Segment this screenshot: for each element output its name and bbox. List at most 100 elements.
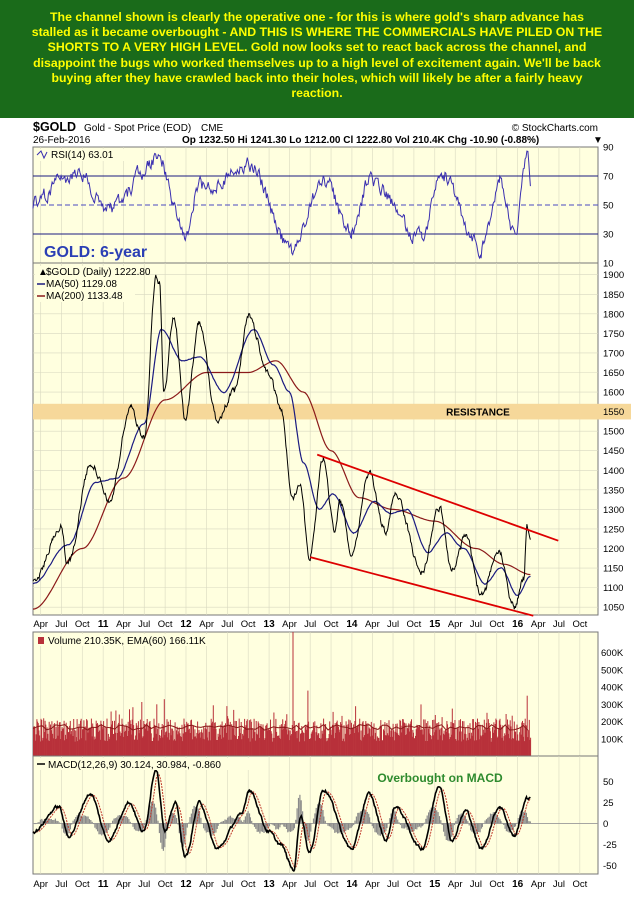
- macd-histogram-bar: [197, 808, 199, 824]
- volume-bar: [293, 720, 295, 756]
- volume-bar: [182, 741, 184, 756]
- macd-histogram-bar: [252, 823, 254, 825]
- volume-bar: [130, 724, 132, 756]
- volume-bar: [314, 721, 316, 756]
- volume-bar: [329, 726, 331, 756]
- volume-bar: [379, 725, 381, 756]
- macd-histogram-bar: [292, 823, 294, 831]
- price-legend-bg: [35, 266, 135, 302]
- volume-bar: [338, 732, 340, 756]
- macd-histogram-bar: [164, 823, 166, 848]
- volume-bar: [343, 725, 345, 756]
- x-tick-Jul: Jul: [221, 879, 233, 890]
- rsi-tick-10: 10: [603, 259, 614, 270]
- x-tick-Oct: Oct: [241, 619, 256, 630]
- macd-histogram-bar: [300, 800, 302, 824]
- macd-histogram-bar: [306, 823, 308, 839]
- macd-histogram-bar: [225, 819, 227, 824]
- volume-bar: [453, 723, 455, 756]
- volume-bar: [95, 720, 97, 756]
- x-tick-Oct: Oct: [75, 619, 90, 630]
- macd-histogram-bar: [512, 823, 514, 831]
- x-tick-12: 12: [180, 619, 192, 630]
- macd-histogram-bar: [517, 818, 519, 824]
- volume-bar: [167, 737, 169, 756]
- volume-bar: [360, 730, 362, 756]
- volume-bar: [316, 725, 318, 756]
- volume-bar: [118, 722, 120, 756]
- macd-histogram-bar: [322, 810, 324, 824]
- volume-bar: [225, 732, 227, 756]
- volume-bar: [223, 737, 224, 756]
- volume-bar: [394, 731, 396, 756]
- volume-bar: [204, 728, 206, 756]
- macd-histogram-bar: [49, 819, 51, 824]
- volume-bar: [293, 729, 295, 756]
- volume-bar: [136, 725, 138, 756]
- volume-bar: [98, 724, 100, 756]
- volume-bar: [439, 728, 441, 756]
- volume-bar: [134, 739, 136, 756]
- volume-bar: [254, 732, 256, 756]
- volume-bar: [500, 727, 502, 756]
- volume-bar: [346, 729, 348, 756]
- rsi-panel: 90 70 50 30 10 RSI(14) 63.01: [32, 143, 614, 270]
- volume-bar: [58, 722, 60, 756]
- price-tick-1150: 1150: [603, 564, 623, 575]
- macd-histogram-bar: [476, 823, 478, 834]
- volume-bar: [412, 729, 414, 756]
- volume-bar: [311, 731, 313, 756]
- x-tick-14: 14: [346, 879, 358, 890]
- volume-bar: [99, 730, 101, 756]
- volume-bar: [47, 733, 49, 756]
- price-tick-1600: 1600: [603, 388, 624, 399]
- volume-bar: [65, 722, 67, 756]
- macd-histogram-bar: [73, 819, 76, 824]
- volume-bar: [526, 695, 528, 756]
- volume-bar: [276, 735, 278, 756]
- volume-bar: [278, 735, 280, 756]
- volume-bar: [75, 730, 77, 756]
- macd-histogram-bar: [190, 813, 192, 824]
- volume-bar: [334, 738, 335, 756]
- volume-bar: [177, 734, 179, 756]
- x-tick-Oct: Oct: [324, 879, 339, 890]
- volume-bar: [107, 733, 109, 756]
- x-tick-Apr: Apr: [448, 879, 463, 890]
- volume-bar: [365, 721, 367, 756]
- volume-bar: [86, 720, 88, 756]
- volume-bar: [297, 723, 299, 756]
- volume-bar: [459, 731, 461, 756]
- volume-bar: [216, 740, 218, 756]
- macd-histogram-bar: [122, 816, 125, 824]
- volume-bar: [86, 719, 88, 756]
- volume-bar: [353, 724, 355, 756]
- volume-bar: [242, 733, 244, 756]
- volume-bar: [255, 721, 257, 756]
- volume-bar: [294, 726, 296, 756]
- volume-bar: [222, 726, 224, 756]
- macd-histogram-bar: [414, 823, 416, 830]
- x-tick-14: 14: [346, 619, 358, 630]
- volume-legend-bg: [35, 634, 225, 646]
- volume-bar: [228, 739, 230, 756]
- macd-histogram-bar: [161, 823, 163, 849]
- volume-bar: [105, 727, 107, 756]
- volume-bar: [198, 729, 200, 756]
- volume-bar: [373, 723, 375, 756]
- volume-bar: [339, 729, 341, 756]
- macd-histogram-bar: [413, 823, 415, 831]
- macd-histogram-bar: [128, 819, 130, 824]
- volume-bar: [110, 726, 111, 756]
- volume-bar: [41, 740, 43, 756]
- volume-bar: [201, 732, 203, 756]
- macd-histogram-bar: [324, 820, 326, 824]
- x-axis-bottom: Apr Jul Oct 11 Apr Jul Oct 12 Apr Jul Oct 13 Apr Jul O…: [33, 879, 587, 890]
- macd-histogram-bar: [88, 819, 90, 824]
- volume-bar: [359, 739, 361, 756]
- volume-bar: [90, 727, 92, 756]
- volume-bar: [389, 736, 391, 756]
- volume-bar: [73, 719, 75, 756]
- volume-bar: [477, 718, 478, 756]
- macd-histogram-bar: [507, 823, 509, 832]
